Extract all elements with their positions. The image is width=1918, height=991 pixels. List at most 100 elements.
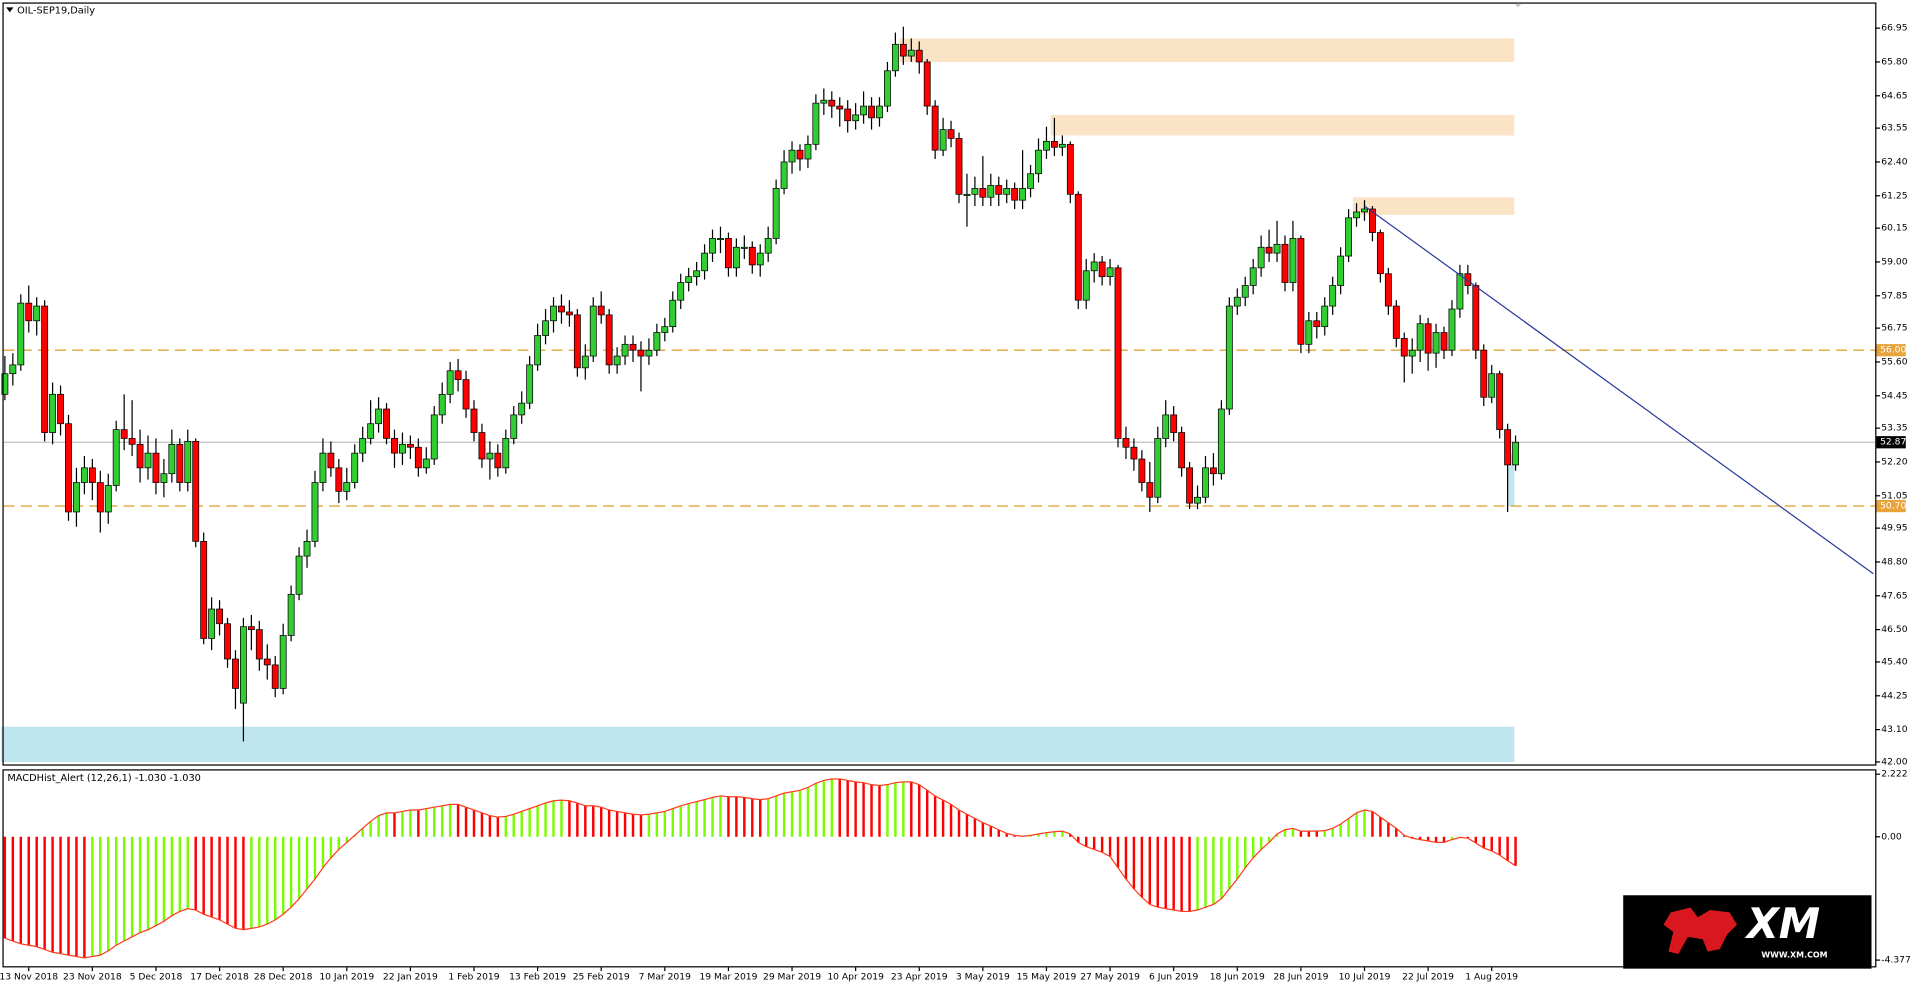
candle-body — [311, 482, 319, 542]
candle-body — [120, 429, 128, 439]
candle-body — [1225, 305, 1233, 410]
candle-body — [1488, 373, 1496, 398]
candle-body — [1456, 273, 1464, 310]
candle-body — [73, 482, 80, 513]
candle-body — [112, 429, 120, 486]
candle-body — [1043, 140, 1050, 151]
candle-body — [724, 238, 732, 269]
y-tick-label: 2.222 — [1881, 769, 1907, 780]
x-tick-label: 13 Nov 2018 — [0, 972, 58, 983]
candle-body — [359, 438, 367, 454]
candle-body — [1369, 208, 1376, 233]
candle-body — [1162, 414, 1170, 439]
candle-body — [1027, 173, 1034, 189]
histogram-outline — [4, 778, 1516, 959]
candle-body — [613, 355, 621, 366]
candle-body — [1353, 211, 1360, 219]
candle-body — [375, 408, 383, 425]
logo: XM WWW.XM.COM — [1623, 895, 1872, 969]
candle-body — [1345, 217, 1353, 257]
candle-body — [104, 485, 112, 513]
candle-body — [486, 452, 494, 460]
candle-body — [335, 467, 343, 492]
candle-body — [534, 335, 542, 366]
candle-body — [899, 43, 907, 57]
candle-body — [1114, 267, 1122, 439]
candle-body — [1194, 496, 1201, 504]
candle-body — [1464, 273, 1472, 286]
candle-body — [526, 364, 534, 404]
candle-body — [438, 393, 446, 416]
candle-body — [391, 438, 398, 454]
x-tick-label: 25 Feb 2019 — [573, 972, 630, 983]
x-tick-label: 10 Jan 2019 — [319, 972, 374, 983]
candle-body — [462, 379, 470, 410]
y-tick-label: 61.25 — [1881, 190, 1907, 201]
candle-body — [788, 149, 796, 163]
x-tick-label: 23 Apr 2019 — [891, 972, 948, 983]
candle-body — [1313, 320, 1321, 328]
x-tick-label: 23 Nov 2018 — [63, 972, 122, 983]
candle-body — [80, 467, 88, 483]
candle-body — [41, 305, 49, 433]
candle-body — [136, 443, 144, 469]
candle-body — [295, 555, 303, 595]
candle-body — [224, 623, 231, 660]
candle-body — [247, 626, 255, 630]
candle-body — [176, 443, 184, 483]
y-tick-label: 43.10 — [1881, 724, 1907, 735]
candle-body — [637, 349, 645, 357]
candle-body — [701, 252, 708, 272]
candle-body — [1273, 243, 1281, 254]
candle-body — [1130, 446, 1138, 460]
candle-body — [414, 446, 422, 469]
candle-body — [1249, 267, 1257, 286]
level-tag-label: 50.70 — [1880, 501, 1906, 512]
candle-body — [963, 193, 971, 196]
trendline — [1364, 205, 1874, 575]
candle-body — [470, 408, 478, 433]
candle-body — [446, 370, 454, 395]
x-tick-label: 27 May 2019 — [1080, 972, 1140, 983]
candle-body — [1035, 149, 1042, 175]
candle-body — [597, 305, 605, 316]
candle-body — [1138, 458, 1146, 483]
candle-body — [629, 343, 637, 351]
candle-body — [812, 102, 820, 145]
candle-body — [343, 482, 351, 492]
candle-body — [1512, 441, 1519, 466]
y-tick-label: 55.60 — [1881, 356, 1907, 367]
y-tick-label: 60.15 — [1881, 223, 1907, 234]
candle-body — [1408, 349, 1416, 357]
level-tag-label: 56.00 — [1880, 345, 1906, 356]
candle-body — [1090, 261, 1098, 272]
candle-body — [796, 149, 804, 160]
candle-body — [852, 114, 860, 122]
candle-body — [1416, 323, 1424, 351]
y-tick-label: 52.20 — [1881, 456, 1907, 467]
x-tick-label: 10 Apr 2019 — [827, 972, 884, 983]
candle-body — [860, 105, 868, 116]
candle-body — [693, 270, 701, 278]
candle-body — [399, 443, 406, 454]
candle-body — [430, 414, 438, 460]
candle-body — [255, 629, 263, 660]
y-tick-label: 0.00 — [1881, 831, 1902, 842]
y-tick-label: 64.65 — [1881, 90, 1907, 101]
candle-body — [1321, 305, 1329, 328]
candle-body — [57, 393, 64, 425]
candle-body — [406, 443, 414, 448]
y-tick-label: 53.35 — [1881, 423, 1907, 434]
chart-title: OIL-SEP19,Daily — [17, 5, 95, 16]
candle-body — [1400, 338, 1408, 357]
candle-body — [383, 408, 390, 439]
candle-body — [1496, 373, 1504, 430]
candle-body — [327, 452, 335, 469]
candle-body — [1305, 320, 1313, 345]
candle-body — [1019, 188, 1027, 201]
candle-body — [653, 332, 661, 351]
candle-body — [987, 185, 995, 198]
candle-body — [518, 402, 526, 416]
candle-body — [1050, 140, 1058, 148]
level-tag — [1876, 499, 1906, 513]
